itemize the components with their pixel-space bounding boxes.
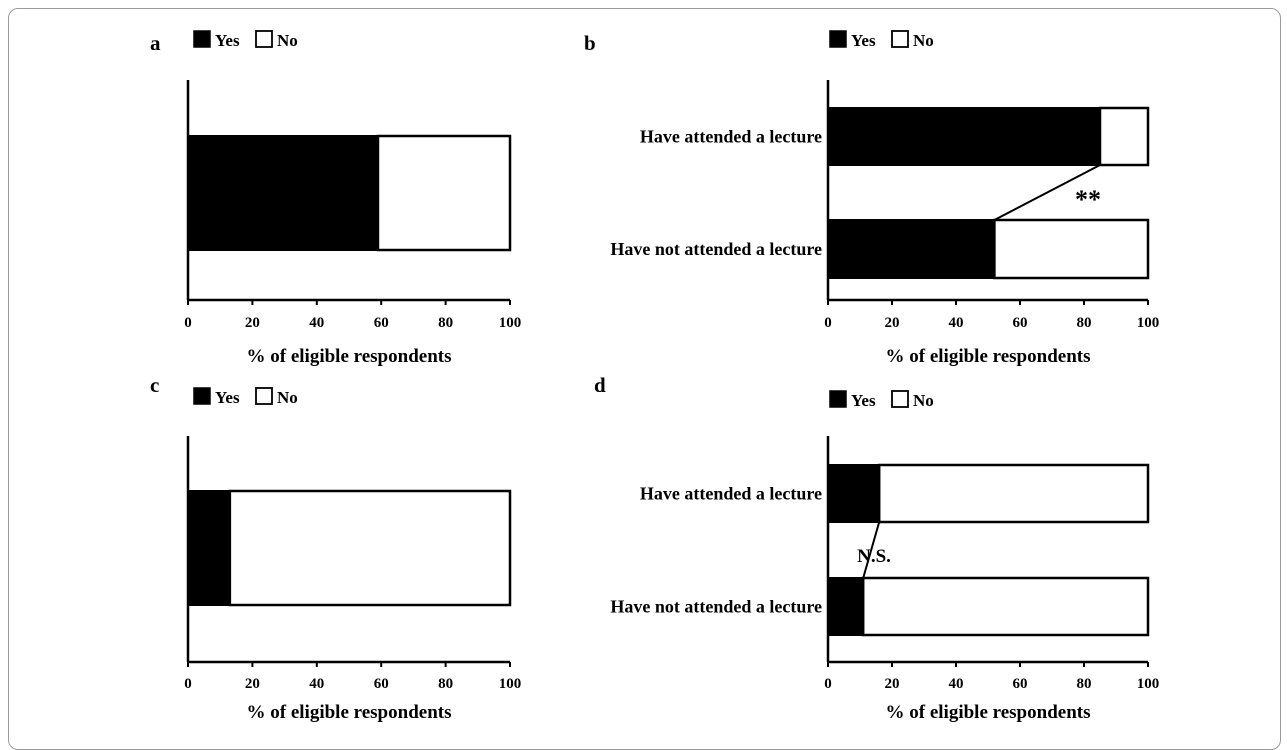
x-tick-label: 60 (374, 315, 389, 331)
panel-letter: a (150, 31, 161, 55)
x-axis-title: % of eligible respondents (886, 346, 1091, 367)
comparison-connector (862, 521, 881, 579)
legend-label-no: No (913, 391, 934, 410)
bar-no (861, 576, 1150, 637)
x-tick-label: 80 (1077, 676, 1092, 692)
legend-swatch-yes (829, 30, 847, 48)
bar-yes (827, 219, 996, 279)
significance-annotation: ** (1075, 185, 1101, 214)
legend-label-no: No (913, 31, 934, 50)
bar-no (376, 134, 512, 252)
legend-swatch-no (255, 30, 273, 48)
legend: Yes No (193, 30, 298, 50)
chart-panel-a: a Yes No 0 20 40 60 80 100 % of eligible responde… (150, 30, 522, 367)
x-tick-label: 20 (885, 315, 900, 331)
comparison-connector (993, 164, 1101, 221)
legend: Yes No (829, 30, 934, 50)
legend: Yes No (193, 387, 298, 407)
x-axis-title: % of eligible respondents (247, 346, 452, 367)
legend-label-yes: Yes (851, 391, 876, 410)
bar-no (1098, 106, 1150, 167)
x-tick-label: 40 (949, 676, 964, 692)
bar-yes (187, 490, 231, 606)
x-tick-label: 60 (374, 676, 389, 692)
x-tick-label: 100 (499, 315, 522, 331)
x-tick-label: 0 (184, 676, 192, 692)
x-tick-label: 80 (1077, 315, 1092, 331)
x-tick-label: 20 (245, 676, 260, 692)
category-label: Have attended a lecture (640, 127, 822, 147)
chart-panel-b: b Yes No 0 20 40 60 80 100 % of eligible responde… (584, 30, 1160, 367)
x-tick-label: 20 (245, 315, 260, 331)
x-tick-label: 40 (309, 676, 324, 692)
x-tick-label: 40 (949, 315, 964, 331)
x-tick-label: 60 (1013, 315, 1028, 331)
x-tick-label: 0 (824, 315, 832, 331)
panel-letter: b (584, 31, 596, 55)
significance-annotation: N.S. (857, 546, 891, 567)
bar-no (877, 463, 1150, 524)
legend-label-no: No (277, 388, 298, 407)
legend-swatch-no (255, 387, 273, 405)
panel-letter: c (150, 373, 159, 397)
legend-label-no: No (277, 31, 298, 50)
chart-panel-c: c Yes No 0 20 40 60 80 100 % of eligible responde… (150, 373, 521, 722)
bar-yes (827, 577, 865, 636)
category-label: Have attended a lecture (640, 484, 822, 504)
legend-swatch-yes (193, 30, 211, 48)
legend-label-yes: Yes (851, 31, 876, 50)
figure-canvas: a Yes No 0 20 40 60 80 100 % of eligible responde… (150, 30, 1160, 722)
bar-no (993, 218, 1150, 280)
x-tick-label: 0 (824, 676, 832, 692)
x-axis-title: % of eligible respondents (247, 702, 452, 722)
legend-swatch-yes (193, 387, 211, 405)
x-tick-label: 80 (438, 315, 453, 331)
legend-swatch-no (891, 390, 909, 408)
category-label: Have not attended a lecture (610, 597, 822, 617)
bar-yes (827, 107, 1101, 166)
x-tick-label: 40 (309, 315, 324, 331)
legend-swatch-no (891, 30, 909, 48)
category-label: Have not attended a lecture (610, 239, 822, 259)
x-tick-label: 100 (499, 676, 522, 692)
x-axis-title: % of eligible respondents (886, 702, 1091, 722)
panel-letter: d (594, 373, 606, 397)
legend-swatch-yes (829, 390, 847, 408)
x-tick-label: 20 (885, 676, 900, 692)
x-tick-label: 60 (1013, 676, 1028, 692)
x-tick-label: 100 (1137, 315, 1160, 331)
bar-yes (187, 135, 379, 251)
x-tick-label: 100 (1137, 676, 1160, 692)
x-tick-label: 80 (438, 676, 453, 692)
x-tick-label: 0 (184, 315, 192, 331)
legend-label-yes: Yes (215, 31, 240, 50)
bar-no (228, 489, 512, 607)
bar-yes (827, 464, 881, 523)
legend-label-yes: Yes (215, 388, 240, 407)
chart-panel-d: d Yes No 0 20 40 60 80 100 % of eligible responde… (594, 373, 1159, 722)
legend: Yes No (829, 390, 934, 410)
